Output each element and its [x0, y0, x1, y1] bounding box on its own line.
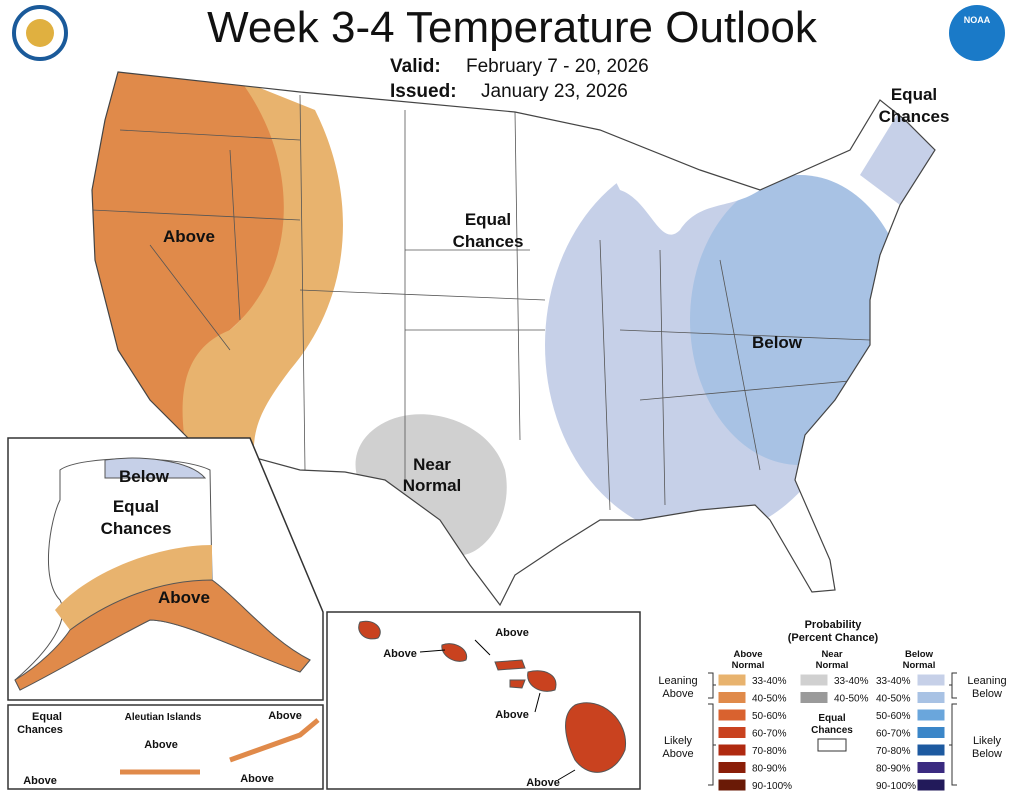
- map-label: Above: [240, 773, 274, 785]
- valid-dates: February 7 - 20, 2026: [466, 56, 649, 77]
- bracket-label: Below: [972, 748, 1002, 760]
- bracket-label: Above: [662, 688, 693, 700]
- legend-heading: Normal: [816, 660, 849, 671]
- bracket-label: Leaning: [658, 675, 697, 687]
- legend-range: 40-50%: [834, 694, 869, 705]
- legend-range: 60-70%: [752, 729, 787, 740]
- map-label: Chances: [453, 232, 524, 251]
- legend-swatch: [717, 778, 747, 792]
- noaa-logo: [949, 5, 1005, 61]
- legend-range: 70-80%: [876, 746, 911, 757]
- legend-range: 70-80%: [752, 746, 787, 757]
- legend-swatch: [717, 743, 747, 757]
- legend-range: 33-40%: [876, 676, 911, 687]
- map-label: Above: [495, 627, 529, 639]
- legend-equal-chances: Chances: [811, 725, 853, 736]
- legend-range: 60-70%: [876, 729, 911, 740]
- near-normal-area: [355, 414, 507, 556]
- title: Week 3-4 Temperature Outlook: [207, 3, 818, 52]
- legend-title: Probability: [805, 619, 863, 631]
- legend-brackets: [708, 672, 957, 786]
- issued-label: Issued:: [390, 81, 457, 102]
- legend-swatch: [717, 673, 747, 687]
- legend-swatch: [916, 778, 946, 792]
- map-label: Below: [752, 333, 803, 352]
- legend-swatch: [916, 761, 946, 774]
- legend-swatch: [799, 673, 829, 687]
- map-label: Above: [144, 739, 178, 751]
- legend-range: 80-90%: [876, 764, 911, 775]
- legend-range: 90-100%: [752, 781, 792, 792]
- map-label: Chances: [17, 724, 63, 736]
- legend-equal-chances: Equal: [818, 713, 845, 724]
- legend-swatch: [717, 691, 747, 704]
- map-label: Above: [158, 588, 210, 607]
- bracket-label: Above: [662, 748, 693, 760]
- map-label: Equal: [113, 497, 159, 516]
- issued-date: January 23, 2026: [481, 81, 628, 102]
- legend-heading: Normal: [732, 660, 765, 671]
- legend-heading: Above: [733, 649, 762, 660]
- map-label: Equal: [891, 85, 937, 104]
- bracket-label: Below: [972, 688, 1002, 700]
- map-label: Above: [526, 777, 560, 789]
- map-label: Below: [119, 467, 170, 486]
- legend-range: 33-40%: [834, 676, 869, 687]
- above-33-40-area: [182, 80, 343, 470]
- legend-swatch: [717, 708, 747, 722]
- map-label: Above: [495, 709, 529, 721]
- valid-label: Valid:: [390, 56, 441, 77]
- legend-heading: Below: [905, 649, 934, 660]
- bracket-label: Leaning: [967, 675, 1006, 687]
- legend-swatch: [916, 743, 946, 757]
- legend-swatch: [717, 761, 747, 774]
- map-label: Equal: [465, 210, 511, 229]
- legend-swatch: [717, 726, 747, 739]
- legend-swatch: [916, 726, 946, 739]
- equal-chances-swatch: [817, 738, 847, 752]
- legend-heading: Normal: [903, 660, 936, 671]
- map-label: Near: [413, 455, 451, 474]
- map-label: Chances: [879, 107, 950, 126]
- legend-subtitle: (Percent Chance): [788, 632, 879, 644]
- map-label: Equal: [32, 711, 62, 723]
- legend-heading: Near: [821, 649, 842, 660]
- legend-range: 50-60%: [876, 711, 911, 722]
- map-label: Chances: [101, 519, 172, 538]
- bracket-label: Likely: [973, 735, 1002, 747]
- map-label: Above: [268, 710, 302, 722]
- alaska-inset: [7, 437, 324, 701]
- legend-swatch: [916, 673, 946, 687]
- seal-emblem: [26, 19, 54, 47]
- aleutian-islands: [120, 718, 320, 775]
- map-label: Above: [383, 648, 417, 660]
- legend-range: 50-60%: [752, 711, 787, 722]
- bracket-label: Likely: [664, 735, 693, 747]
- map-label: Above: [23, 775, 57, 787]
- legend: Probability (Percent Chance) Equal Chanc…: [658, 619, 1007, 786]
- legend-range: 40-50%: [752, 694, 787, 705]
- map-label: Normal: [403, 476, 462, 495]
- legend-range: 90-100%: [876, 781, 916, 792]
- legend-swatch: [916, 691, 946, 704]
- legend-swatch: [916, 708, 946, 722]
- below-40-50-area: [690, 175, 910, 465]
- legend-swatch: [799, 691, 829, 704]
- legend-range: 80-90%: [752, 764, 787, 775]
- legend-range: 33-40%: [752, 676, 787, 687]
- inset-title: Aleutian Islands: [125, 712, 202, 723]
- hawaii-inset: [326, 611, 641, 790]
- map-label: Above: [163, 227, 215, 246]
- noaa-text: NOAA: [964, 15, 991, 25]
- legend-range: 40-50%: [876, 694, 911, 705]
